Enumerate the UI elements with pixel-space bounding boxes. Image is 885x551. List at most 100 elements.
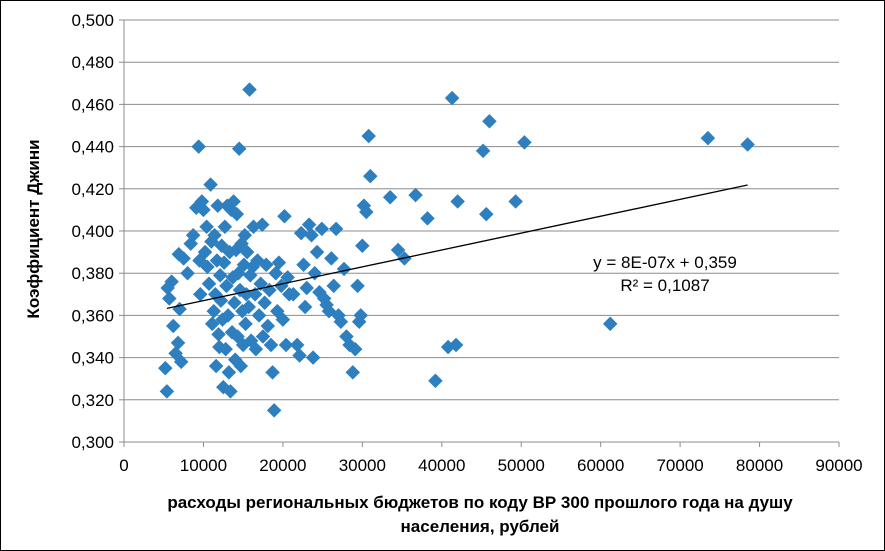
data-point [203,177,218,192]
data-point [304,227,319,243]
data-point [219,278,234,294]
data-point [227,295,242,311]
data-point [296,257,311,273]
data-point [223,384,238,399]
data-point [280,270,296,285]
data-point [278,337,294,353]
data-point [180,265,195,281]
data-point [257,295,272,311]
data-point [362,168,378,184]
data-point [328,221,344,237]
y-tick-label: 0,340 [71,349,114,368]
y-tick-label: 0,320 [71,391,114,410]
data-point [207,227,222,243]
data-point [297,299,313,315]
data-point [258,257,274,273]
x-tick-label: 90000 [815,456,862,475]
data-point [382,189,398,205]
data-point [482,113,497,129]
data-point [478,206,494,222]
data-points [157,82,755,418]
y-tick-label: 0,420 [71,180,114,199]
data-point [157,360,173,376]
data-point [448,337,464,353]
data-point [206,303,222,319]
y-tick-label: 0,300 [71,433,114,452]
data-point [333,314,349,330]
data-point [197,244,213,260]
data-point [314,221,330,237]
x-tick-label: 30000 [339,456,386,475]
data-point [200,259,215,275]
data-point [238,316,253,332]
data-point [408,187,423,203]
x-tick-label: 50000 [498,456,545,475]
data-point [170,335,186,351]
data-point [239,244,255,260]
y-tick-label: 0,500 [71,11,114,30]
data-point [345,365,361,380]
data-point [475,143,491,159]
x-tick-label: 10000 [180,456,227,475]
data-point [602,316,618,332]
data-point [242,82,257,97]
trendline-r-squared: R² = 0,1087 [620,276,709,295]
data-point [217,219,233,235]
data-point [199,219,214,235]
data-point [347,341,363,357]
y-axis-title: Коэффициент Джини [24,139,43,318]
x-tick-label: 60000 [577,456,624,475]
data-point [354,238,370,254]
data-point [358,204,374,220]
y-tick-label: 0,360 [71,306,114,325]
data-point [289,337,305,353]
x-axis-title-line-1: расходы региональных бюджетов по коду ВР… [167,493,793,512]
data-point [390,242,406,258]
y-tick-label: 0,460 [71,95,114,114]
axes [119,19,840,447]
data-point [216,255,232,271]
x-tick-label: 0 [119,456,128,475]
trendline-equation: y = 8E-07x + 0,359 [593,253,737,272]
data-point [275,312,291,327]
data-point [268,265,284,281]
data-point [226,194,241,209]
data-point [165,318,181,334]
data-point [212,267,228,283]
data-point [299,280,315,296]
y-tick-label: 0,480 [71,53,114,72]
data-point [191,139,207,154]
data-point [176,251,191,266]
x-tick-label: 80000 [736,456,783,475]
data-point [241,299,257,315]
data-point [517,135,532,150]
data-point [508,194,524,209]
trendline [166,184,748,310]
data-point [185,227,201,243]
x-tick-labels: 0 10000 20000 30000 40000 50000 60000 70000 8000… [119,456,862,475]
data-point [164,274,180,289]
data-point [309,244,325,260]
data-point [326,278,342,294]
y-tick-labels: 0,300 0,320 0,340 0,360 0,380 0,400 0,420 0,440… [71,11,114,452]
data-point [263,337,279,353]
data-point [248,341,264,357]
data-point [251,308,267,323]
data-point [218,341,234,357]
data-point [231,141,247,157]
data-point [233,358,249,374]
data-point [204,316,220,332]
data-point [740,137,755,152]
data-point [221,365,237,380]
data-point [428,373,443,389]
data-point [229,206,245,222]
x-tick-label: 40000 [418,456,465,475]
data-point [450,194,466,209]
y-tick-label: 0,380 [71,264,114,283]
data-point [192,286,208,302]
data-point [285,286,301,302]
data-point [161,291,177,306]
data-point [265,365,280,380]
x-tick-label: 20000 [259,456,306,475]
